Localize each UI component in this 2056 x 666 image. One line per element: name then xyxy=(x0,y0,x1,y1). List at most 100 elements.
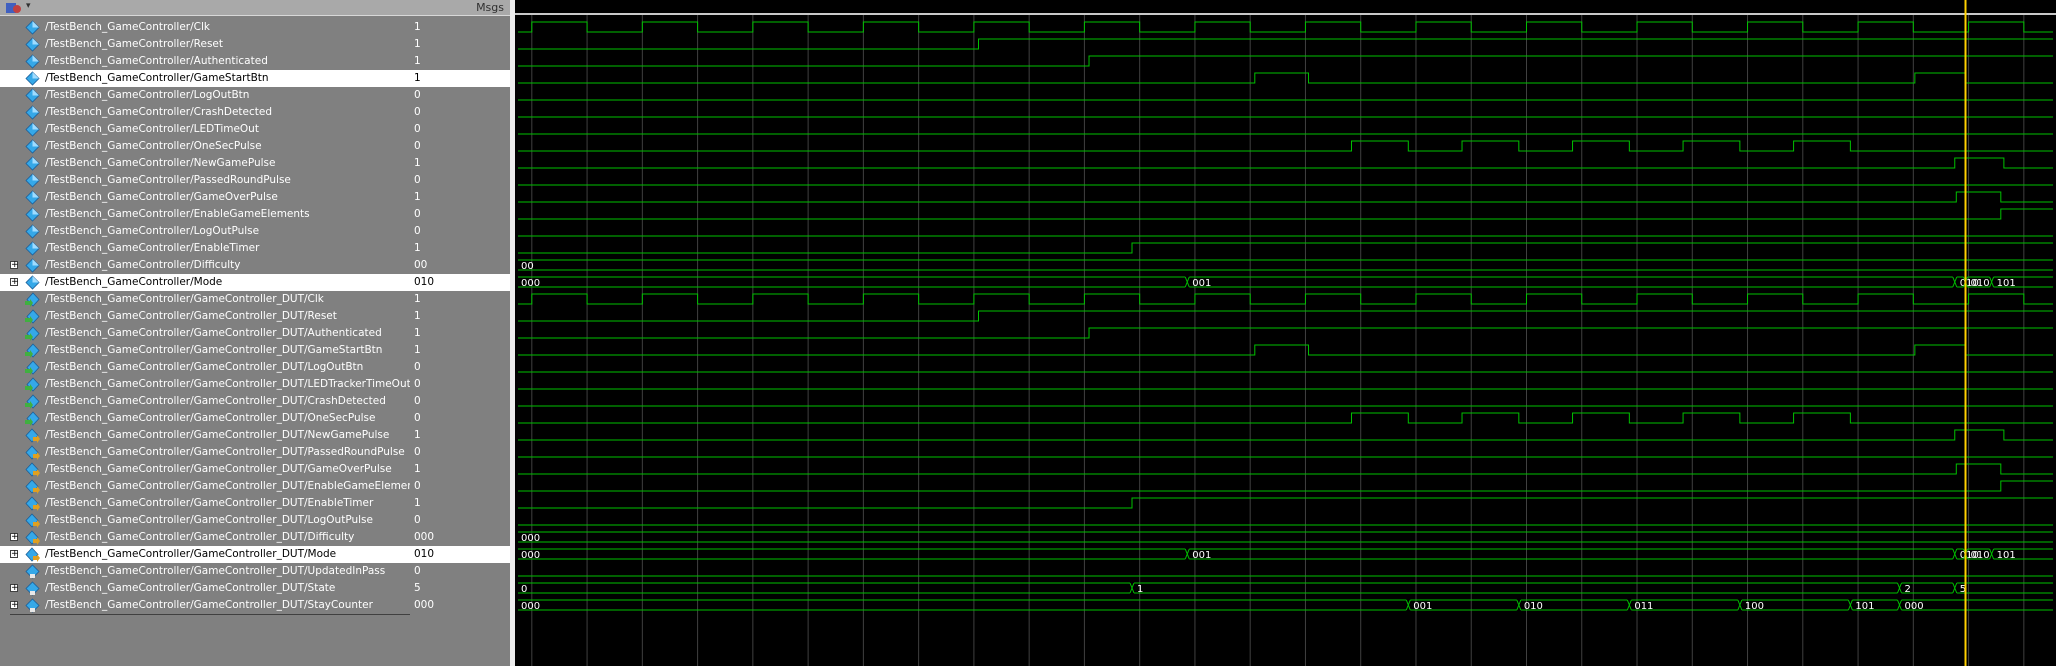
signal-row[interactable]: + /TestBench_GameController/Mode xyxy=(0,274,410,291)
signal-value-row[interactable]: 0 xyxy=(410,138,510,155)
signal-name: /TestBench_GameController/GameController… xyxy=(45,565,386,577)
signal-value-row[interactable]: 1 xyxy=(410,291,510,308)
expand-icon[interactable]: + xyxy=(10,532,19,542)
signal-value-row[interactable]: 1 xyxy=(410,19,510,36)
signal-value-row[interactable]: 0 xyxy=(410,359,510,376)
chevron-down-icon[interactable]: ▾ xyxy=(26,1,31,11)
signal-row[interactable]: /TestBench_GameController/EnableGameElem… xyxy=(0,206,410,223)
signal-row[interactable]: /TestBench_GameController/OneSecPulse xyxy=(0,138,410,155)
bus-value-label: 010 xyxy=(1960,550,1979,561)
signal-row[interactable]: /TestBench_GameController/LogOutBtn xyxy=(0,87,410,104)
signal-row[interactable]: /TestBench_GameController/GameController… xyxy=(0,461,410,478)
expand-icon[interactable]: + xyxy=(10,583,19,593)
signal-row[interactable]: /TestBench_GameController/Authenticated xyxy=(0,53,410,70)
signal-value: 000 xyxy=(414,599,435,611)
signal-row[interactable]: /TestBench_GameController/CrashDetected xyxy=(0,104,410,121)
signal-row[interactable]: /TestBench_GameController/LEDTimeOut xyxy=(0,121,410,138)
signal-row[interactable]: /TestBench_GameController/EnableTimer xyxy=(0,240,410,257)
signal-row[interactable]: /TestBench_GameController/NewGamePulse xyxy=(0,155,410,172)
signal-row[interactable]: /TestBench_GameController/GameController… xyxy=(0,427,410,444)
signal-value-row[interactable]: 1 xyxy=(410,70,510,87)
signal-value-row[interactable]: 0 xyxy=(410,410,510,427)
signal-value-row[interactable]: 010 xyxy=(410,274,510,291)
signal-value-row[interactable]: 0 xyxy=(410,563,510,580)
signal-row[interactable]: /TestBench_GameController/LogOutPulse xyxy=(0,223,410,240)
signal-value: 010 xyxy=(414,548,435,560)
signal-value-row[interactable]: 0 xyxy=(410,223,510,240)
signal-row[interactable]: /TestBench_GameController/GameController… xyxy=(0,308,410,325)
signal-row[interactable]: /TestBench_GameController/Reset xyxy=(0,36,410,53)
internal-signal-icon xyxy=(25,564,40,579)
signal-value-row[interactable]: 0 xyxy=(410,512,510,529)
signal-value-row[interactable]: 0 xyxy=(410,444,510,461)
expand-icon[interactable]: + xyxy=(10,277,19,287)
signal-row[interactable]: /TestBench_GameController/GameController… xyxy=(0,495,410,512)
wave-tools-icon[interactable] xyxy=(4,1,26,15)
signal-value-row[interactable]: 000 xyxy=(410,597,510,614)
signal-row[interactable]: /TestBench_GameController/GameController… xyxy=(0,563,410,580)
signal-value-row[interactable]: 1 xyxy=(410,53,510,70)
signal-value: 1 xyxy=(414,72,421,84)
signal-value: 1 xyxy=(414,293,421,305)
signal-value-row[interactable]: 1 xyxy=(410,325,510,342)
signal-name: /TestBench_GameController/LogOutPulse xyxy=(45,225,260,237)
signal-value-row[interactable]: 1 xyxy=(410,155,510,172)
signal-row[interactable]: /TestBench_GameController/GameController… xyxy=(0,393,410,410)
port-out-icon xyxy=(25,496,40,511)
signal-row[interactable]: /TestBench_GameController/GameController… xyxy=(0,512,410,529)
signal-row[interactable]: /TestBench_GameController/GameController… xyxy=(0,359,410,376)
signal-value-row[interactable]: 0 xyxy=(410,87,510,104)
pane-splitter-wave[interactable] xyxy=(510,0,515,666)
expand-icon[interactable]: + xyxy=(10,260,19,270)
signal-value-row[interactable]: 0 xyxy=(410,206,510,223)
signal-value-row[interactable]: 1 xyxy=(410,189,510,206)
signal-row[interactable]: /TestBench_GameController/GameController… xyxy=(0,376,410,393)
signal-row[interactable]: /TestBench_GameController/GameController… xyxy=(0,325,410,342)
signal-row[interactable]: /TestBench_GameController/PassedRoundPul… xyxy=(0,172,410,189)
signal-value-row[interactable]: 0 xyxy=(410,376,510,393)
signal-name: /TestBench_GameController/GameController… xyxy=(45,463,392,475)
values-header: Msgs xyxy=(410,0,510,16)
signal-value-row[interactable]: 0 xyxy=(410,172,510,189)
expand-icon[interactable]: + xyxy=(10,600,19,610)
signal-row[interactable]: /TestBench_GameController/GameController… xyxy=(0,291,410,308)
signal-row[interactable]: + /TestBench_GameController/GameControlle… xyxy=(0,546,410,563)
signal-diamond-icon xyxy=(25,173,40,188)
signal-row[interactable]: /TestBench_GameController/GameController… xyxy=(0,444,410,461)
signal-row[interactable]: + /TestBench_GameController/Difficulty xyxy=(0,257,410,274)
signal-value-row[interactable]: 1 xyxy=(410,342,510,359)
signal-diamond-icon xyxy=(25,37,40,52)
signal-value-row[interactable]: 1 xyxy=(410,495,510,512)
signal-row[interactable]: /TestBench_GameController/GameStartBtn xyxy=(0,70,410,87)
signal-row[interactable]: /TestBench_GameController/Clk xyxy=(0,19,410,36)
signal-value-row[interactable]: 0 xyxy=(410,478,510,495)
signal-row[interactable]: + /TestBench_GameController/GameControlle… xyxy=(0,529,410,546)
signal-row[interactable]: /TestBench_GameController/GameController… xyxy=(0,478,410,495)
port-out-icon xyxy=(25,445,40,460)
signal-value-row[interactable]: 5 xyxy=(410,580,510,597)
signal-value-row[interactable]: 000 xyxy=(410,529,510,546)
signal-row[interactable]: + /TestBench_GameController/GameControlle… xyxy=(0,597,410,614)
signal-value-row[interactable]: 0 xyxy=(410,121,510,138)
signal-row[interactable]: + /TestBench_GameController/GameControlle… xyxy=(0,580,410,597)
signal-name: /TestBench_GameController/GameOverPulse xyxy=(45,191,278,203)
signal-value: 1 xyxy=(414,463,421,475)
signal-row[interactable]: /TestBench_GameController/GameController… xyxy=(0,342,410,359)
signal-value-row[interactable]: 1 xyxy=(410,427,510,444)
signal-value-row[interactable]: 1 xyxy=(410,240,510,257)
expand-icon[interactable]: + xyxy=(10,549,19,559)
bit-waveform xyxy=(518,72,2053,84)
signal-value-row[interactable]: 0 xyxy=(410,104,510,121)
signal-row[interactable]: /TestBench_GameController/GameController… xyxy=(0,410,410,427)
signal-value-row[interactable]: 1 xyxy=(410,36,510,53)
signal-value-row[interactable]: 0 xyxy=(410,393,510,410)
signal-value: 00 xyxy=(414,259,428,271)
signal-value-row[interactable]: 010 xyxy=(410,546,510,563)
signal-row[interactable]: /TestBench_GameController/GameOverPulse xyxy=(0,189,410,206)
waveform-pane[interactable]: 00 000 001 010 010 101 000 000 001 010 010 101 0 1 2 5 0… xyxy=(515,0,2056,666)
signal-name: /TestBench_GameController/GameController… xyxy=(45,429,390,441)
signal-value-row[interactable]: 1 xyxy=(410,461,510,478)
signal-value-row[interactable]: 1 xyxy=(410,308,510,325)
signal-value-row[interactable]: 00 xyxy=(410,257,510,274)
